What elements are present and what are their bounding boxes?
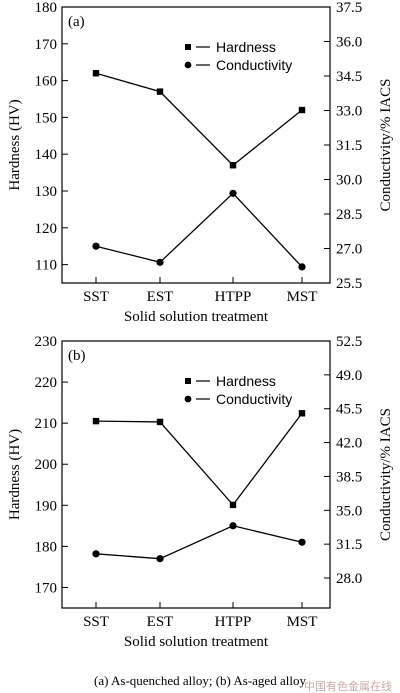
plot-frame [61, 340, 331, 609]
left-tick-label: 160 [35, 74, 58, 90]
left-tick-label: 120 [35, 221, 58, 237]
left-tick-label: 210 [35, 416, 58, 432]
right-tick-label: 28.5 [336, 207, 362, 223]
right-tick-label: 52.5 [336, 334, 362, 350]
conductivity-point [156, 555, 164, 563]
conductivity-point [298, 538, 306, 546]
conductivity-point [229, 522, 237, 530]
legend-hardness-marker [185, 44, 191, 50]
right-tick-label: 35.0 [336, 503, 362, 519]
hardness-series-line [95, 72, 303, 167]
left-tick-label: 170 [35, 37, 58, 53]
legend-hardness-label: Hardness [216, 373, 276, 389]
legend-conductivity-marker [184, 395, 192, 403]
x-tick-label: HTPP [215, 289, 252, 305]
x-tick-label: MST [287, 614, 318, 630]
x-axis-title: Solid solution treatment [124, 634, 269, 650]
x-tick-label: MST [287, 289, 318, 305]
conductivity-point [156, 258, 164, 266]
conductivity-point [92, 550, 100, 558]
hardness-point [92, 70, 100, 77]
hardness-point [92, 417, 100, 425]
right-tick-label: 30.0 [336, 173, 362, 189]
x-tick-label: SST [83, 289, 109, 305]
panel-label: (a) [68, 14, 85, 30]
hardness-series-line [95, 412, 303, 506]
right-tick-label: 33.0 [336, 104, 362, 120]
right-tick-label: 25.5 [336, 276, 362, 292]
x-tick-label: EST [147, 614, 174, 630]
legend-conductivity-label: Conductivity [216, 57, 292, 73]
hardness-point [156, 418, 164, 426]
right-tick-label: 31.5 [336, 138, 362, 154]
conductivity-point [229, 189, 237, 197]
legend-conductivity-marker [184, 61, 192, 69]
x-tick-label: EST [147, 289, 174, 305]
right-tick-label: 34.5 [336, 69, 362, 85]
legend-hardness-label: Hardness [216, 39, 276, 55]
y-axis-title-right: Conductivity/% IACS [378, 408, 394, 541]
left-tick-label: 200 [35, 457, 58, 473]
conductivity-series-line [95, 525, 303, 560]
left-tick-label: 190 [35, 498, 58, 514]
left-tick-label: 230 [35, 334, 58, 350]
chart-panel-a: 110 120 130 140 150 160 170 180 25.5 27.0 28.5 30.0… [7, 0, 394, 325]
right-tick-label: 28.0 [336, 571, 362, 587]
left-tick-label: 180 [35, 539, 58, 555]
right-tick-label: 37.5 [336, 0, 362, 16]
left-tick-label: 220 [35, 375, 58, 391]
legend-hardness-marker [185, 378, 191, 384]
left-tick-label: 130 [35, 184, 58, 200]
left-tick-label: 110 [35, 258, 57, 274]
right-tick-label: 42.0 [336, 436, 362, 452]
hardness-point [156, 88, 164, 95]
x-axis-title: Solid solution treatment [124, 309, 269, 325]
right-tick-label: 36.0 [336, 35, 362, 51]
right-tick-label: 31.5 [336, 537, 362, 553]
caption: (a) As-quenched alloy; (b) As-aged alloy [94, 673, 306, 688]
left-tick-label: 170 [35, 580, 58, 596]
panel-label: (b) [68, 348, 86, 364]
hardness-point [229, 162, 237, 169]
x-tick-label: HTPP [215, 614, 252, 630]
legend-conductivity-label: Conductivity [216, 391, 292, 407]
right-tick-label: 27.0 [336, 242, 362, 258]
left-tick-label: 140 [35, 147, 58, 163]
hardness-point [298, 106, 306, 114]
conductivity-series-line [95, 192, 303, 268]
x-tick-label: SST [83, 614, 109, 630]
y-axis-title-left: Hardness (HV) [7, 429, 23, 520]
hardness-point [229, 501, 237, 509]
left-tick-label: 180 [35, 0, 58, 16]
right-tick-label: 38.5 [336, 469, 362, 485]
watermark: 中国有色金属在线 [304, 679, 392, 693]
hardness-point [298, 410, 306, 417]
left-tick-label: 150 [35, 110, 58, 126]
conductivity-point [92, 242, 100, 250]
right-tick-label: 49.0 [336, 368, 362, 384]
chart-panel-b: 170 180 190 200 210 220 230 28.0 31.5 35.0 38.5 42.… [7, 334, 394, 650]
conductivity-point [298, 263, 306, 271]
y-axis-title-right: Conductivity/% IACS [378, 79, 394, 212]
right-tick-label: 45.5 [336, 402, 362, 418]
plot-frame [61, 6, 331, 284]
y-axis-title-left: Hardness (HV) [7, 99, 23, 190]
